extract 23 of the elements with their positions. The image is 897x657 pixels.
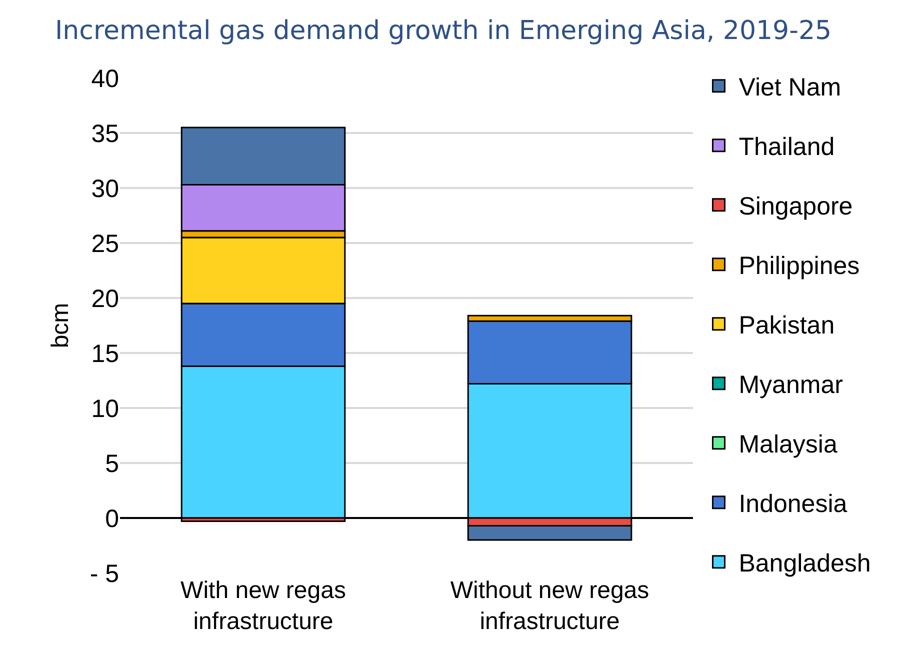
y-tick-label: 15 bbox=[91, 340, 119, 368]
chart-title: Incremental gas demand growth in Emerging Asia, 2019-25 bbox=[55, 16, 832, 46]
legend-label: Singapore bbox=[738, 192, 853, 221]
legend-label: Malaysia bbox=[738, 430, 838, 459]
y-tick-label: 25 bbox=[91, 230, 119, 258]
y-axis-title: bcm bbox=[46, 302, 74, 348]
x-tick-label: With new regas infrastructure bbox=[180, 577, 346, 636]
legend-label: Pakistan bbox=[738, 312, 835, 340]
legend-label: Philippines bbox=[738, 252, 860, 280]
legend-label: Myanmar bbox=[738, 371, 843, 400]
y-tick-label: 10 bbox=[91, 394, 119, 423]
x-tick-label: Without new regas infrastructure bbox=[450, 577, 650, 636]
legend-label: Indonesia bbox=[738, 490, 848, 518]
y-tick-label: 40 bbox=[91, 64, 119, 93]
y-tick-label: 20 bbox=[91, 284, 119, 313]
y-tick-label: - 5 bbox=[90, 560, 119, 588]
legend-label: Bangladesh bbox=[738, 550, 871, 578]
y-tick-label: 0 bbox=[105, 504, 119, 533]
legend-label: Thailand bbox=[738, 133, 835, 162]
y-tick-label: 5 bbox=[105, 450, 119, 478]
y-tick-label: 30 bbox=[91, 174, 119, 203]
legend-label: Viet Nam bbox=[738, 74, 842, 102]
y-tick-label: 35 bbox=[91, 120, 119, 148]
